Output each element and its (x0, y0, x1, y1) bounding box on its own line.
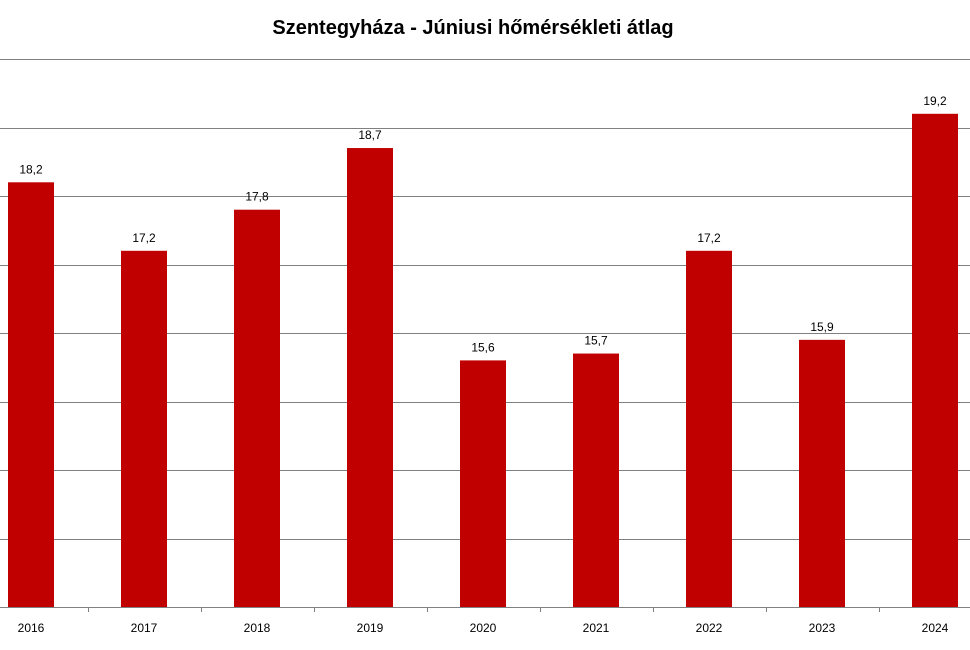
x-tick-label-2021: 2021 (583, 621, 610, 635)
x-tick-label-2018: 2018 (244, 621, 271, 635)
x-tick-label-2017: 2017 (131, 621, 158, 635)
data-label-2021: 15,7 (584, 334, 608, 348)
bar-2022 (686, 250, 732, 608)
bar-2018 (234, 209, 280, 607)
bar-2023 (799, 339, 845, 607)
data-label-2020: 15,6 (471, 340, 495, 354)
data-labels: 18,2 17,2 17,8 18,7 15,6 15,7 17,2 15,9 19,2 (19, 94, 947, 355)
x-tick-label-2022: 2022 (696, 621, 723, 635)
x-tick-label-2020: 2020 (470, 621, 497, 635)
bar-2019 (347, 148, 393, 608)
data-label-2022: 17,2 (697, 231, 721, 245)
data-label-2023: 15,9 (810, 320, 834, 334)
data-label-2019: 18,7 (358, 128, 382, 142)
x-tick-label-2019: 2019 (357, 621, 384, 635)
x-tick-label-2024: 2024 (922, 621, 949, 635)
bar-2017 (121, 250, 167, 608)
bars (8, 113, 958, 608)
bar-2021 (573, 353, 619, 607)
data-label-2016: 18,2 (19, 162, 43, 176)
x-axis: 2016 2017 2018 2019 2020 2021 2022 2023 2024 (0, 607, 970, 635)
x-tick-label-2016: 2016 (18, 621, 45, 635)
chart-title: Szentegyháza - Júniusi hőmérsékleti átla… (272, 17, 673, 39)
x-tick-label-2023: 2023 (809, 621, 836, 635)
data-label-2018: 17,8 (245, 190, 269, 204)
data-label-2017: 17,2 (132, 231, 156, 245)
bar-2016 (8, 182, 54, 608)
bar-2024 (912, 113, 958, 608)
data-label-2024: 19,2 (923, 94, 947, 108)
bar-2020 (460, 360, 506, 607)
